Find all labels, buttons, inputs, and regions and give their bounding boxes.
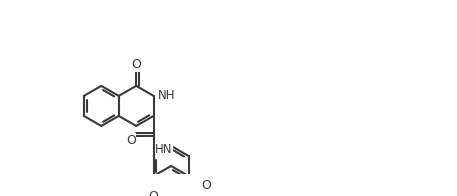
Text: O: O bbox=[201, 180, 211, 192]
Text: O: O bbox=[126, 134, 136, 147]
Text: NH: NH bbox=[158, 89, 175, 102]
Text: O: O bbox=[149, 190, 159, 196]
Text: O: O bbox=[131, 58, 141, 71]
Text: HN: HN bbox=[155, 143, 173, 156]
